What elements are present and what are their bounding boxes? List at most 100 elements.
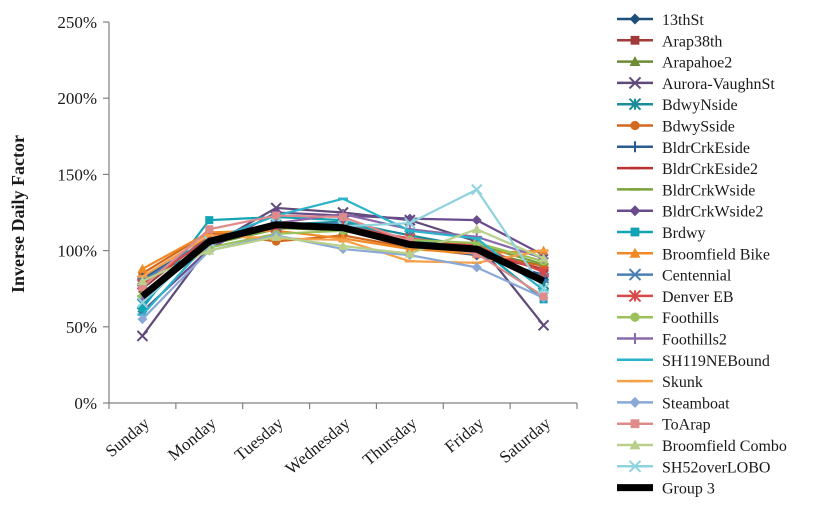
legend-label: Foothills bbox=[662, 310, 719, 327]
legend-label: Centennial bbox=[662, 268, 732, 285]
legend-marker bbox=[629, 13, 641, 25]
legend-marker bbox=[629, 247, 641, 258]
legend-item: Arapahoe2 bbox=[617, 55, 732, 72]
legend-label: BldrCrkEside bbox=[662, 140, 750, 157]
legend-label: Brdwy bbox=[662, 225, 706, 242]
legend-item: Skunk bbox=[617, 374, 703, 391]
legend-item: Brdwy bbox=[617, 225, 706, 242]
data-point bbox=[471, 231, 482, 242]
data-point bbox=[537, 282, 550, 295]
data-point bbox=[404, 244, 415, 254]
legend-marker bbox=[629, 396, 641, 408]
legend-marker bbox=[628, 268, 642, 281]
legend-item: Broomfield Bike bbox=[617, 246, 770, 263]
legend-marker bbox=[630, 120, 640, 131]
data-point bbox=[271, 231, 282, 241]
legend-label: BldrCrkWside bbox=[662, 182, 755, 199]
legend-item: BldrCrkWside2 bbox=[617, 204, 763, 221]
legend-label: Arap38th bbox=[662, 33, 722, 50]
data-point bbox=[137, 263, 148, 273]
legend-label: Denver EB bbox=[662, 289, 734, 306]
x-tick-label: Friday bbox=[441, 413, 488, 456]
legend-item: BldrCrkWside bbox=[617, 182, 755, 199]
legend-marker bbox=[630, 35, 640, 45]
legend-marker bbox=[629, 141, 641, 153]
legend-label: Skunk bbox=[662, 374, 703, 391]
legend-marker bbox=[628, 289, 642, 303]
legend-item: Steamboat bbox=[617, 395, 730, 412]
y-axis: 0% 50% 100% 150% 200% 250% bbox=[57, 13, 110, 413]
data-point bbox=[539, 292, 548, 301]
data-point bbox=[404, 248, 415, 258]
y-tick-label: 150% bbox=[57, 165, 97, 184]
x-tick-label: Wednesday bbox=[282, 413, 354, 478]
legend-item: BldrCrkEside2 bbox=[617, 161, 758, 178]
legend-item: Centennial bbox=[617, 268, 732, 285]
data-point bbox=[136, 296, 149, 309]
legend-item: Foothills bbox=[617, 310, 719, 327]
legend-label: ToArap bbox=[662, 417, 711, 434]
legend-item: Aurora-VaughnSt bbox=[617, 76, 775, 93]
legend-item: BdwyNside bbox=[617, 97, 738, 114]
legend-item: Denver EB bbox=[617, 289, 734, 306]
y-tick-label: 50% bbox=[66, 318, 97, 337]
data-point bbox=[205, 225, 214, 234]
legend-label: BldrCrkWside2 bbox=[662, 204, 763, 221]
series-group-3 bbox=[140, 221, 546, 300]
legend-item: SH119NEBound bbox=[617, 353, 770, 370]
data-point bbox=[137, 314, 148, 325]
legend-item: SH52overLOBO bbox=[617, 459, 770, 476]
legend-marker bbox=[629, 439, 641, 450]
series-broomfield-combo bbox=[137, 224, 549, 286]
data-point bbox=[537, 266, 550, 278]
data-point bbox=[471, 224, 482, 234]
data-point bbox=[404, 217, 416, 229]
data-point bbox=[136, 330, 149, 342]
legend-label: Broomfield Bike bbox=[662, 246, 770, 263]
data-point bbox=[471, 262, 482, 273]
legend-item: BdwySside bbox=[617, 119, 735, 136]
legend-marker bbox=[630, 419, 640, 429]
legend-marker bbox=[630, 312, 640, 322]
x-tick-label: Saturday bbox=[496, 413, 555, 467]
data-point bbox=[471, 215, 482, 226]
legend-label: Group 3 bbox=[662, 481, 715, 498]
legend-label: SH52overLOBO bbox=[662, 459, 770, 476]
data-point bbox=[138, 283, 147, 292]
legend-item: 13thSt bbox=[617, 12, 704, 29]
legend-item: Foothills2 bbox=[617, 332, 727, 349]
legend-label: Aurora-VaughnSt bbox=[662, 76, 775, 93]
data-point bbox=[338, 241, 348, 251]
legend-label: SH119NEBound bbox=[662, 353, 770, 370]
legend-marker bbox=[629, 205, 641, 217]
x-tick-label: Monday bbox=[164, 413, 220, 464]
data-point bbox=[205, 216, 214, 225]
y-tick-label: 100% bbox=[57, 242, 97, 261]
legend-item: Group 3 bbox=[617, 481, 715, 498]
x-tick-label: Thursday bbox=[359, 413, 421, 469]
y-tick-label: 250% bbox=[57, 13, 97, 32]
legend-label: 13thSt bbox=[662, 12, 704, 29]
legend-item: BldrCrkEside bbox=[617, 140, 750, 157]
data-point bbox=[339, 213, 347, 222]
data-point bbox=[472, 249, 481, 258]
x-tick-label: Sunday bbox=[102, 413, 154, 461]
data-point bbox=[137, 276, 148, 286]
data-point bbox=[471, 183, 483, 196]
legend-item: ToArap bbox=[617, 417, 711, 434]
legend-label: BldrCrkEside2 bbox=[662, 161, 758, 178]
y-tick-label: 0% bbox=[74, 394, 97, 413]
legend-item: Broomfield Combo bbox=[617, 438, 787, 455]
x-tick-label: Tuesday bbox=[231, 413, 287, 465]
legend-marker bbox=[629, 56, 641, 66]
legend-marker bbox=[628, 97, 642, 111]
data-point bbox=[204, 245, 215, 255]
y-axis-label: Inverse Daily Factor bbox=[8, 135, 28, 293]
legend: 13thSt Arap38th Arapahoe2 Aurora-VaughnSt Bd… bbox=[617, 12, 787, 498]
data-point bbox=[537, 319, 550, 331]
legend-label: BdwySside bbox=[662, 119, 735, 136]
series-line bbox=[140, 221, 546, 300]
legend-label: Arapahoe2 bbox=[662, 55, 732, 72]
